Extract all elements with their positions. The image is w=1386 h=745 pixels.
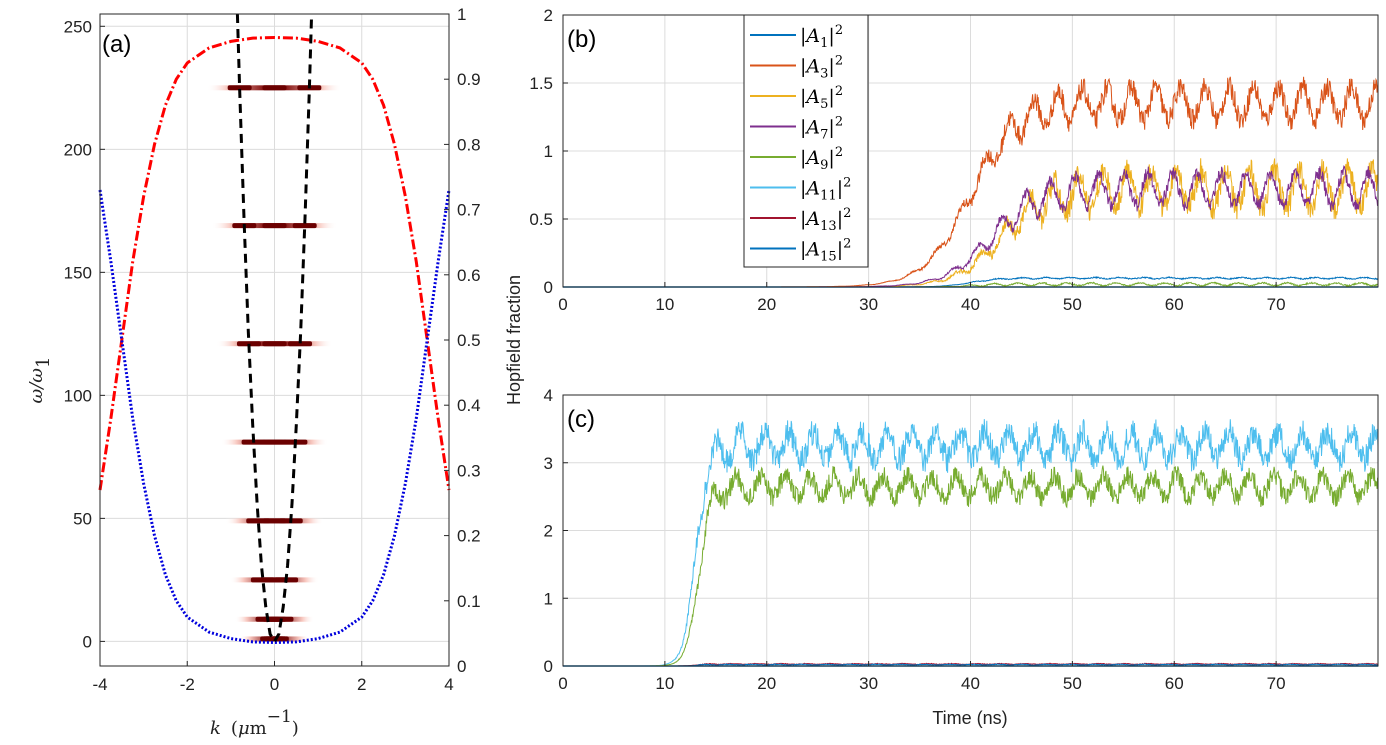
panel-b-xtick-label-2: 20 [757,295,776,314]
panel-c-xtick-label-0: 0 [558,674,567,693]
panel-a-level-3-node-1 [262,439,287,445]
panel-a-levels [206,85,343,642]
panel-b-xtick-label-4: 40 [961,295,980,314]
panel-c-ytick-label-4: 4 [544,386,553,405]
legend-label-1: |A3|2 [800,54,843,82]
panel-a-xtick-label-1: -2 [180,675,195,694]
panel-a-y2tick-label-10: 1 [457,5,466,24]
panel-b-legend: |A1|2 |A3|2|A5|2 |A7|2|A9|2 |A11|2|A13|2 |A1… [743,14,869,268]
panel-b-ytick-label-0: 0 [544,278,553,297]
panel-a-y2tick-label-4: 0.4 [457,396,481,415]
panel-c-ytick-label-0: 0 [544,657,553,676]
panel-a-series-2 [235,13,314,645]
panel-a-series [98,13,451,645]
panel-a-ytick-label-1: 50 [73,509,92,528]
panel-c-xtick-label-6: 60 [1165,674,1184,693]
panel-a-level-0-node-1 [262,85,287,91]
panel-a-level-2-node-2 [288,341,313,347]
panel-b-ytick-label-2: 1 [544,142,553,161]
panel-c-xtick-label-3: 30 [859,674,878,693]
panel-c-label: (c) [567,406,595,433]
panel-a-y2tick-label-6: 0.6 [457,266,481,285]
panel-a-series-1 [98,189,451,645]
panel-a-y2tick-label-0: 0 [457,657,466,676]
panel-a-xtick-label-3: 2 [357,675,366,694]
panel-c-xtick-label-4: 40 [961,674,980,693]
panel-a-y2tick-label-2: 0.2 [457,527,481,546]
panel-c-series-1 [563,465,1379,667]
panel-a-level-2-node-0 [236,341,261,347]
legend-label-5: |A11|2 [800,176,851,204]
panel-a-y2tick-label-9: 0.9 [457,70,481,89]
legend-label-6: |A13|2 [800,206,851,234]
panel-a-ytick-label-3: 150 [64,263,92,282]
panel-a-y2tick-label-7: 0.7 [457,201,481,220]
panel-c-xlabel: Time (ns) [932,708,1007,728]
panel-a-xtick-label-2: 0 [270,675,279,694]
panel-b-xtick-label-0: 0 [558,295,567,314]
panel-a-xtick-label-4: 4 [444,675,453,694]
panel-a-ytick-label-4: 200 [64,140,92,159]
panel-c-ytick-label-1: 1 [544,589,553,608]
legend-label-2: |A5|2 [800,84,843,112]
panel-c-xtick-label-2: 20 [757,674,776,693]
panel-a-level-1-node-2 [292,223,317,229]
panel-b-xtick-label-3: 30 [859,295,878,314]
panel-a-y2tick-label-1: 0.1 [457,592,481,611]
panel-c: 0 10 20 30 40 50 60 70 0 1 2 3 4 (c) Time (ns) [544,386,1379,728]
legend-label-4: |A9|2 [800,145,843,173]
panel-a-y2tick-label-3: 0.3 [457,461,481,480]
panel-a-ticks: -4 -2 0 2 405010015020025000.10.20.30.40.50.… [64,5,481,694]
panel-a-ytick-label-0: 0 [83,632,92,651]
panel-b-ytick-label-4: 2 [544,6,553,25]
panel-c-xtick-label-5: 50 [1063,674,1082,693]
panel-c-ticks: 0 10 20 30 40 50 60 70 0 1 2 3 4 [544,386,1286,693]
panel-c-xtick-label-1: 10 [655,674,674,693]
panel-a-level-1-node-1 [262,223,287,229]
panel-b-ticks: 0 10 20 30 40 50 60 70 0 0.5 1 1.5 2 [529,6,1285,314]
panel-a-level-2-node-1 [262,341,287,347]
panel-c-xtick-label-7: 70 [1267,674,1286,693]
panel-a-series-0 [98,35,451,491]
panel-c-ytick-label-2: 2 [544,522,553,541]
panel-b-xtick-label-1: 10 [655,295,674,314]
panel-b-xtick-label-5: 50 [1063,295,1082,314]
panel-a-y2tick-label-8: 0.8 [457,135,481,154]
legend-label-7: |A15|2 [800,237,851,265]
panel-a-xtick-label-0: -4 [92,675,107,694]
panel-a-ytick-label-2: 100 [64,386,92,405]
panel-b-xtick-label-7: 70 [1267,295,1286,314]
panel-a-level-0-node-0 [227,85,252,91]
panel-b-ytick-label-1: 0.5 [529,210,553,229]
panel-a-ytick-label-5: 250 [64,17,92,36]
panel-c-series-0 [563,419,1379,667]
panel-a-label: (a) [102,31,131,58]
panel-a-y2label: Hopfield fraction [504,275,524,405]
legend-box [743,14,869,268]
panel-c-ytick-label-3: 3 [544,454,553,473]
panel-b-label: (b) [567,26,596,53]
panel-a-y2tick-label-5: 0.5 [457,331,481,350]
legend-label-0: |A1|2 [800,23,843,51]
legend-label-3: |A7|2 [800,115,843,143]
panel-b-xtick-label-6: 60 [1165,295,1184,314]
panel-b-ytick-label-3: 1.5 [529,74,553,93]
